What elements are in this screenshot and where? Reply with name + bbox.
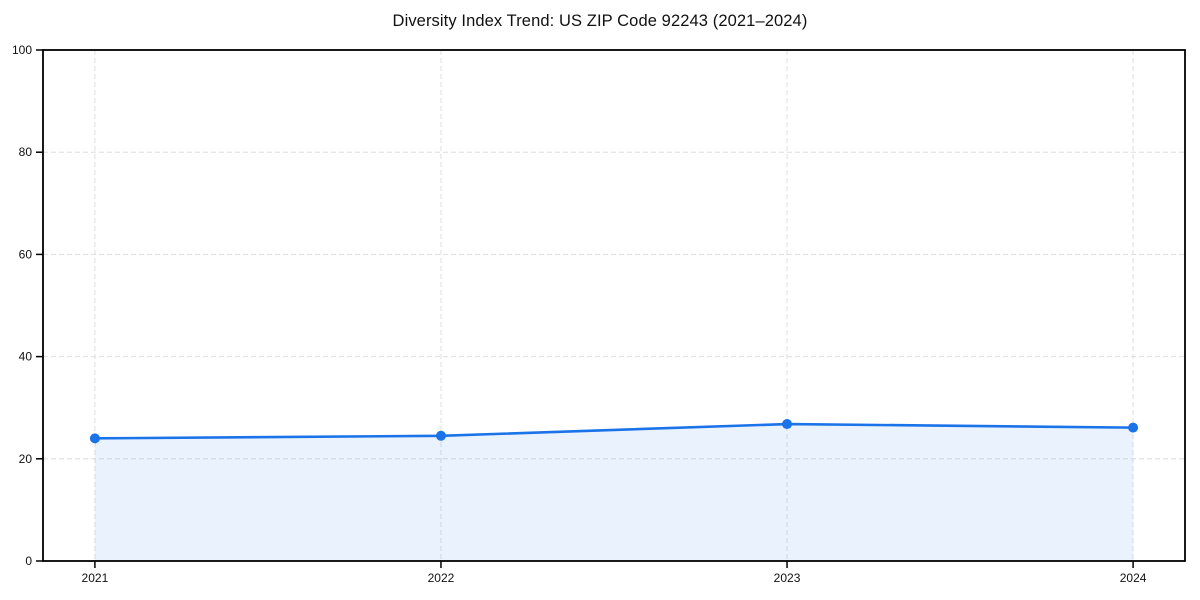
x-tick-label-2021: 2021 xyxy=(82,571,109,585)
trend-line xyxy=(93,422,1135,440)
data-point-2021 xyxy=(89,433,100,444)
data-point-2023 xyxy=(782,419,793,430)
chart-title: Diversity Index Trend: US ZIP Code 92243… xyxy=(392,12,808,30)
x-tick-label-2024: 2024 xyxy=(1120,571,1147,585)
y-tick-label-20: 20 xyxy=(19,452,33,466)
data-point-2022 xyxy=(435,430,446,441)
y-tick-label-0: 0 xyxy=(25,554,32,568)
y-tick-label-40: 40 xyxy=(19,350,33,364)
x-tick-label-2022: 2022 xyxy=(428,571,455,585)
area-fill xyxy=(94,424,1134,561)
plot-frame xyxy=(42,49,1186,562)
x-tick-label-2023: 2023 xyxy=(774,571,801,585)
y-tick-label-100: 100 xyxy=(12,43,32,57)
y-tick-label-60: 60 xyxy=(19,247,33,261)
y-tick-label-80: 80 xyxy=(19,145,33,159)
data-point-2024 xyxy=(1128,422,1139,433)
